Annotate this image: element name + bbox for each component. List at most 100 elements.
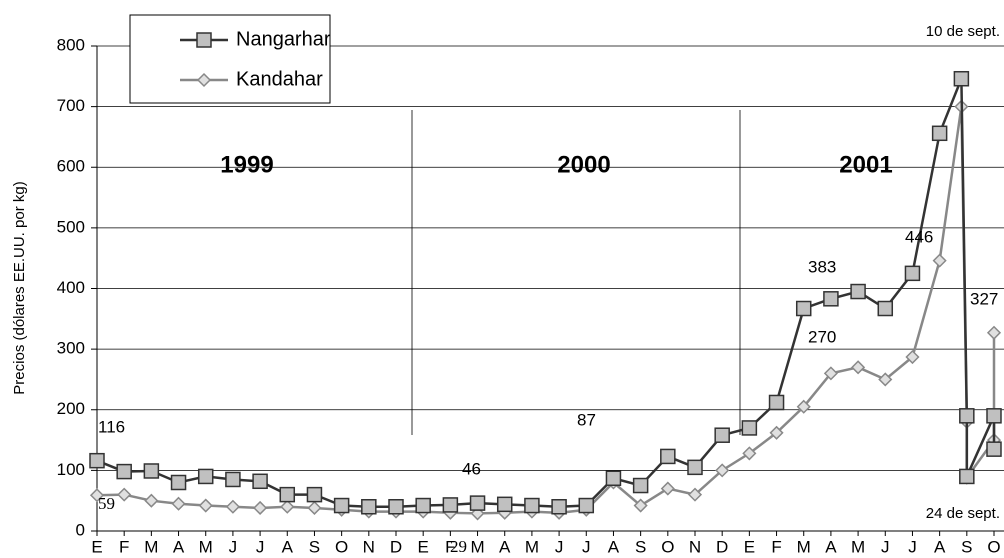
marker [878, 372, 893, 387]
annotation: 46 [462, 459, 481, 478]
x-tick-label: J [555, 537, 564, 556]
x-tick-label: A [499, 537, 511, 556]
legend-marker [196, 32, 212, 48]
annotation: 327 [970, 289, 998, 308]
marker [89, 452, 105, 469]
marker [117, 487, 132, 502]
legend-label: Kandahar [236, 68, 323, 90]
y-tick-label: 100 [57, 460, 85, 479]
marker [605, 470, 622, 487]
marker [361, 499, 377, 515]
annotation: 383 [808, 257, 836, 276]
marker [905, 349, 920, 365]
marker [551, 499, 567, 515]
x-tick-label: F [771, 537, 781, 556]
marker [768, 394, 785, 411]
marker [986, 441, 1002, 457]
annotation: 270 [808, 327, 836, 346]
x-tick-label: A [282, 537, 294, 556]
marker [170, 474, 187, 491]
marker [687, 487, 703, 502]
marker [632, 477, 649, 494]
year-label: 1999 [220, 151, 273, 178]
y-tick-label: 700 [57, 96, 85, 115]
x-tick-label: A [825, 537, 837, 556]
marker [225, 499, 240, 514]
marker [252, 473, 268, 490]
x-tick-label: J [229, 537, 238, 556]
marker [171, 496, 186, 511]
marker [932, 253, 947, 268]
marker [253, 500, 268, 516]
annotation: 24 de sept. [926, 505, 1000, 522]
y-tick-label: 0 [76, 520, 85, 539]
marker [306, 486, 323, 503]
marker [953, 70, 970, 87]
marker [742, 446, 757, 461]
x-tick-label: D [390, 537, 402, 556]
marker [769, 425, 784, 440]
marker [714, 427, 730, 443]
year-label: 2000 [557, 151, 610, 178]
y-tick-label: 500 [57, 217, 85, 236]
annotation: 29 [450, 537, 467, 556]
x-tick-label: E [91, 537, 102, 556]
y-tick-label: 600 [57, 157, 85, 176]
x-tick-label: O [661, 537, 674, 556]
marker [904, 265, 921, 282]
marker [388, 499, 404, 515]
marker [143, 463, 160, 479]
x-tick-label: S [961, 537, 972, 556]
x-tick-label: M [851, 537, 865, 556]
x-tick-label: F [445, 537, 455, 556]
y-tick-label: 800 [57, 35, 85, 54]
marker [280, 499, 295, 514]
marker [333, 497, 350, 514]
marker [307, 500, 322, 516]
x-tick-label: S [309, 537, 320, 556]
y-axis-label: Precios (dólares EE.UU. por kg) [11, 181, 28, 394]
marker [442, 497, 459, 513]
marker [986, 408, 1002, 424]
x-tick-label: M [199, 537, 213, 556]
annotation: 10 de sept. [926, 23, 1000, 40]
marker [741, 420, 758, 436]
y-tick-label: 300 [57, 339, 85, 358]
x-tick-label: A [173, 537, 185, 556]
marker [198, 498, 213, 513]
marker [850, 283, 866, 300]
x-tick-label: J [582, 537, 591, 556]
marker [144, 493, 159, 508]
legend-marker [196, 72, 212, 88]
marker [578, 497, 595, 514]
marker [851, 360, 866, 375]
x-tick-label: M [797, 537, 811, 556]
x-tick-label: M [470, 537, 484, 556]
marker [524, 497, 540, 514]
legend-box [129, 14, 331, 104]
legend-label: Nangarhar [236, 28, 331, 50]
x-tick-label: F [119, 537, 129, 556]
x-tick-label: O [987, 537, 1000, 556]
y-tick-label: 200 [57, 399, 85, 418]
marker [197, 468, 214, 485]
marker [795, 300, 812, 317]
marker [823, 366, 838, 381]
x-tick-label: J [908, 537, 917, 556]
y-tick-label: 400 [57, 278, 85, 297]
marker [823, 291, 839, 307]
x-tick-label: M [144, 537, 158, 556]
marker [469, 495, 486, 511]
marker [660, 481, 675, 496]
x-tick-label: N [363, 537, 375, 556]
annotation: 116 [98, 417, 125, 436]
marker [687, 459, 703, 476]
x-tick-label: A [608, 537, 620, 556]
annotation: 446 [905, 227, 933, 246]
x-tick-label: S [635, 537, 646, 556]
marker [959, 408, 975, 424]
x-tick-label: E [418, 537, 429, 556]
marker [633, 498, 648, 513]
marker [715, 463, 730, 478]
